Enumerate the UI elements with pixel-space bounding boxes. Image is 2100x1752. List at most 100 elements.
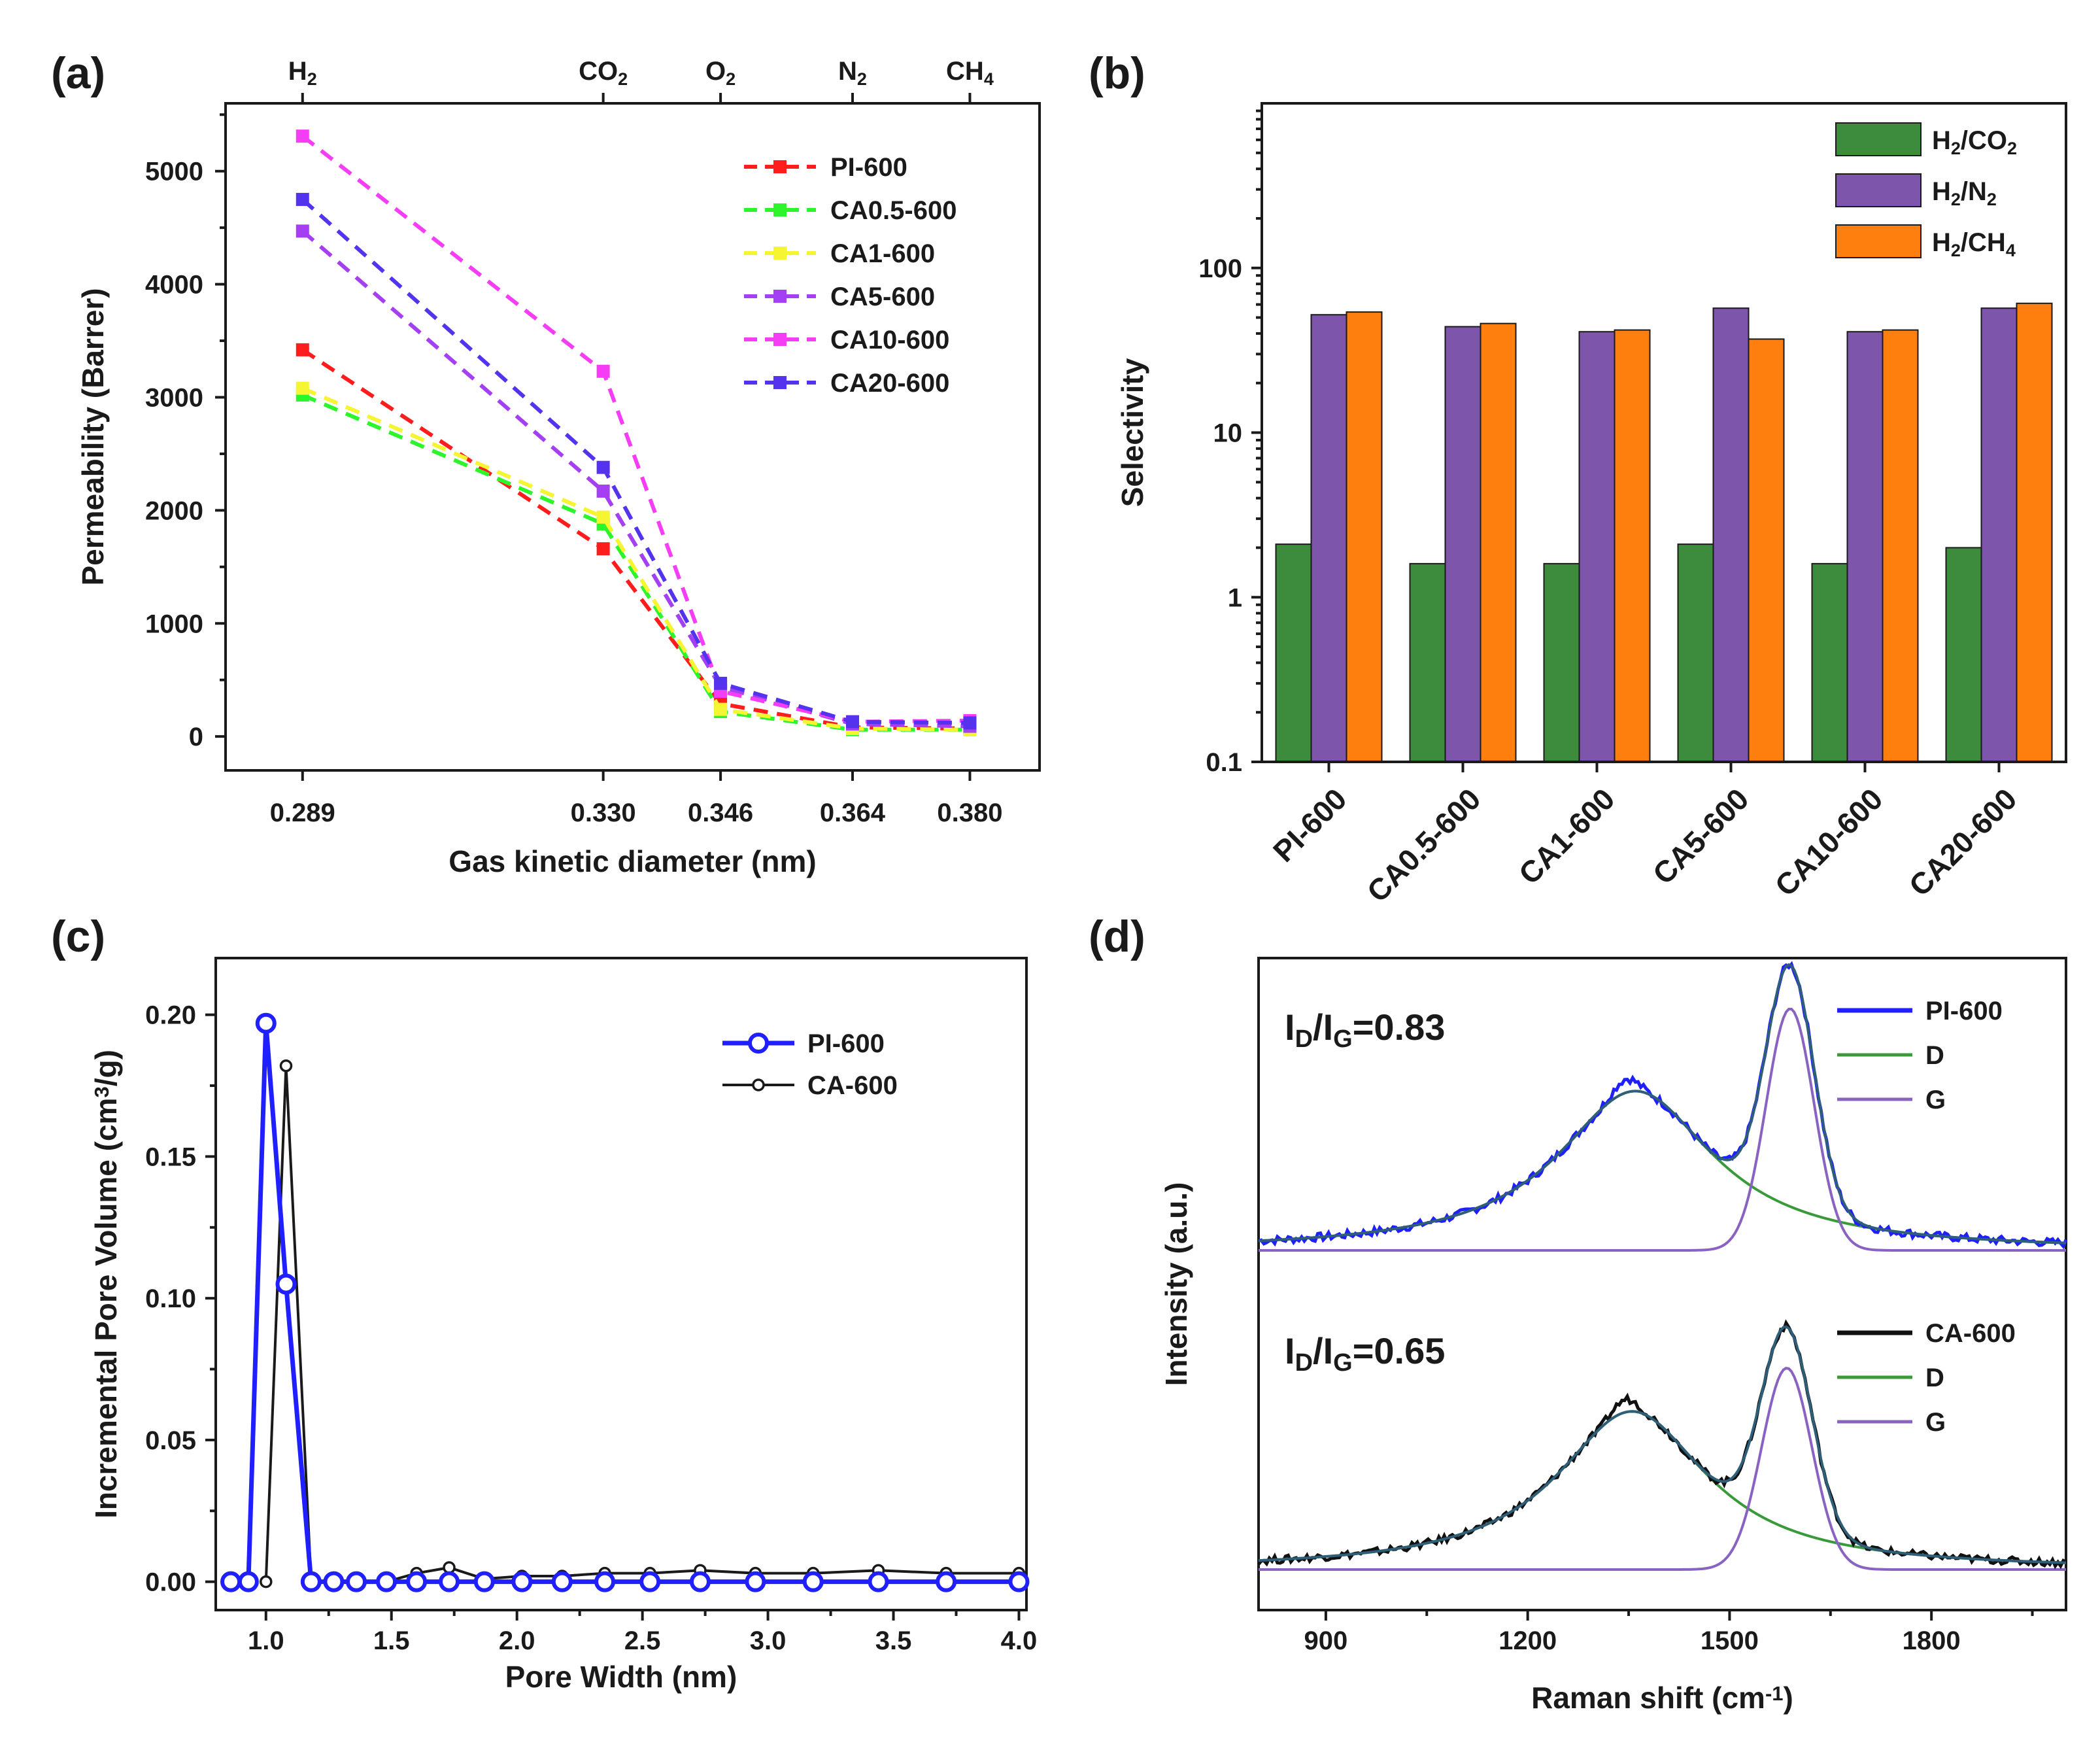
- data-point-PI-600: [296, 343, 309, 356]
- y-tick-label-b: 0.1: [1206, 748, 1242, 777]
- y-axis-title-b: Selectivity: [1115, 358, 1149, 507]
- bar-CA10-600-2: [1882, 329, 1919, 763]
- top-gas-label-a: H2: [288, 57, 317, 89]
- data-point-CA1-600: [714, 702, 728, 716]
- legend-swatch-2: [1835, 224, 1922, 258]
- x-tick-label-d: 1500: [1701, 1626, 1759, 1655]
- panel-label-c: (c): [51, 912, 105, 961]
- bar-CA5-600-2: [1748, 338, 1785, 763]
- legend-label-d-0-1: D: [1925, 1041, 1944, 1070]
- panel-a-permeability-chart: 0.289 H2 0.330 CO2 0.346 O2 0.364 N2 0.380 CH4 0 10…: [76, 57, 1041, 878]
- legend-label-2: H2/CH4: [1932, 228, 2016, 260]
- data-point-CA-600: [279, 1059, 293, 1073]
- legend-label-CA0.5-600: CA0.5-600: [830, 196, 957, 225]
- y-tick-label-a: 4000: [145, 271, 203, 300]
- fit-envelope-0: [1258, 963, 2067, 1245]
- data-point-CA20-600: [596, 460, 610, 474]
- data-point-CA1-600: [596, 510, 610, 524]
- x-tick-label-c: 3.0: [750, 1626, 787, 1655]
- data-point-PI-600: [376, 1571, 398, 1592]
- data-point-PI-600: [594, 1571, 616, 1592]
- legend-label-d-1-0: CA-600: [1925, 1319, 2016, 1348]
- bar-CA0.5-600-2: [1480, 322, 1517, 763]
- y-axis-title-a: Permeability (Barrer): [76, 288, 110, 585]
- data-point-PI-600: [511, 1571, 533, 1592]
- y-tick-label-b: 1: [1228, 583, 1242, 612]
- y-tick-label-b: 10: [1213, 419, 1243, 448]
- legend-marker-PI-600: [773, 160, 787, 173]
- x-category-label-b: PI-600: [1266, 782, 1353, 868]
- series-line-CA-600: [264, 1065, 1019, 1583]
- bar-CA10-600-1: [1846, 331, 1884, 763]
- bar-CA20-600-2: [2016, 302, 2053, 763]
- y-tick-label-c: 0.05: [145, 1426, 196, 1455]
- bar-CA1-600-2: [1614, 329, 1651, 763]
- y-tick-label-b: 100: [1198, 254, 1242, 283]
- data-point-PI-600: [639, 1571, 661, 1592]
- x-tick-label-c: 2.0: [499, 1626, 535, 1655]
- panel-label-b: (b): [1089, 48, 1145, 98]
- data-point-PI-600: [323, 1571, 345, 1592]
- legend-marker-CA5-600: [773, 290, 787, 303]
- x-tick-label-c: 3.5: [875, 1626, 912, 1655]
- x-tick-label-d: 1200: [1499, 1626, 1557, 1655]
- data-point-CA5-600: [296, 224, 309, 238]
- x-category-label-b: CA5-600: [1646, 782, 1755, 891]
- bar-CA0.5-600-1: [1444, 326, 1482, 763]
- id-ig-ratio-label-1: ID/IG=0.65: [1285, 1330, 1445, 1377]
- data-point-CA20-600: [296, 192, 309, 206]
- x-tick-label-c: 2.5: [624, 1626, 661, 1655]
- x-axis-title-d: Raman shift (cm-1): [1531, 1681, 1793, 1715]
- legend-label-d-0-2: G: [1925, 1086, 1946, 1114]
- y-axis-title-d: Intensity (a.u.): [1159, 1182, 1193, 1386]
- bar-PI-600-1: [1310, 314, 1347, 763]
- plot-frame-a: [224, 102, 1041, 772]
- legend-label-CA10-600: CA10-600: [830, 326, 949, 354]
- x-tick-label-d: 1800: [1903, 1626, 1961, 1655]
- data-point-PI-600: [1008, 1571, 1030, 1592]
- data-point-PI-600: [936, 1571, 957, 1592]
- bar-CA10-600-0: [1811, 562, 1848, 763]
- bar-CA5-600-0: [1677, 543, 1714, 763]
- data-point-CA20-600: [845, 715, 859, 729]
- series-line-CA1-600: [301, 386, 970, 732]
- data-point-CA-600: [443, 1561, 456, 1574]
- bar-CA5-600-1: [1712, 307, 1750, 763]
- data-point-CA20-600: [714, 676, 728, 690]
- legend-label-1: H2/N2: [1932, 177, 1997, 209]
- series-line-PI-600: [301, 348, 970, 731]
- legend-marker-CA-600: [752, 1078, 765, 1091]
- data-point-CA1-600: [296, 381, 309, 395]
- bar-CA20-600-0: [1945, 547, 1982, 763]
- data-point-PI-600: [596, 542, 610, 556]
- y-tick-label-c: 0.20: [145, 1001, 196, 1030]
- top-gas-label-a: CH4: [946, 57, 994, 89]
- data-point-CA10-600: [296, 129, 309, 143]
- x-tick-label-c: 4.0: [1001, 1626, 1038, 1655]
- x-tick-label-c: 1.5: [373, 1626, 410, 1655]
- data-point-CA5-600: [596, 484, 610, 498]
- legend-swatch-0: [1835, 122, 1922, 156]
- panel-d-raman-chart: 900 1200 1500 1800 Raman shift (cm-1) Intensi…: [1159, 957, 2068, 1715]
- data-point-PI-600: [439, 1571, 460, 1592]
- y-tick-label-c: 0.15: [145, 1142, 196, 1171]
- legend-label-d-1-2: G: [1925, 1408, 1946, 1437]
- x-category-label-b: CA20-600: [1903, 782, 2024, 902]
- y-tick-label-c: 0.10: [145, 1284, 196, 1313]
- y-tick-label-a: 0: [189, 723, 203, 751]
- top-gas-label-a: N2: [838, 57, 867, 89]
- legend-label-PI-600: PI-600: [830, 153, 907, 182]
- panel-label-d: (d): [1089, 912, 1145, 961]
- data-point-PI-600: [551, 1571, 573, 1592]
- legend-swatch-1: [1835, 173, 1922, 207]
- bar-CA1-600-0: [1543, 562, 1580, 763]
- series-line-CA0.5-600: [301, 393, 970, 732]
- data-point-CA-600: [260, 1575, 273, 1589]
- data-point-PI-600: [220, 1571, 242, 1592]
- legend-label-CA5-600: CA5-600: [830, 283, 935, 311]
- x-axis-title-c: Pore Width (nm): [505, 1660, 737, 1694]
- g-band-curve-0: [1259, 1007, 2066, 1252]
- y-tick-label-a: 1000: [145, 610, 203, 638]
- data-point-PI-600: [406, 1571, 428, 1592]
